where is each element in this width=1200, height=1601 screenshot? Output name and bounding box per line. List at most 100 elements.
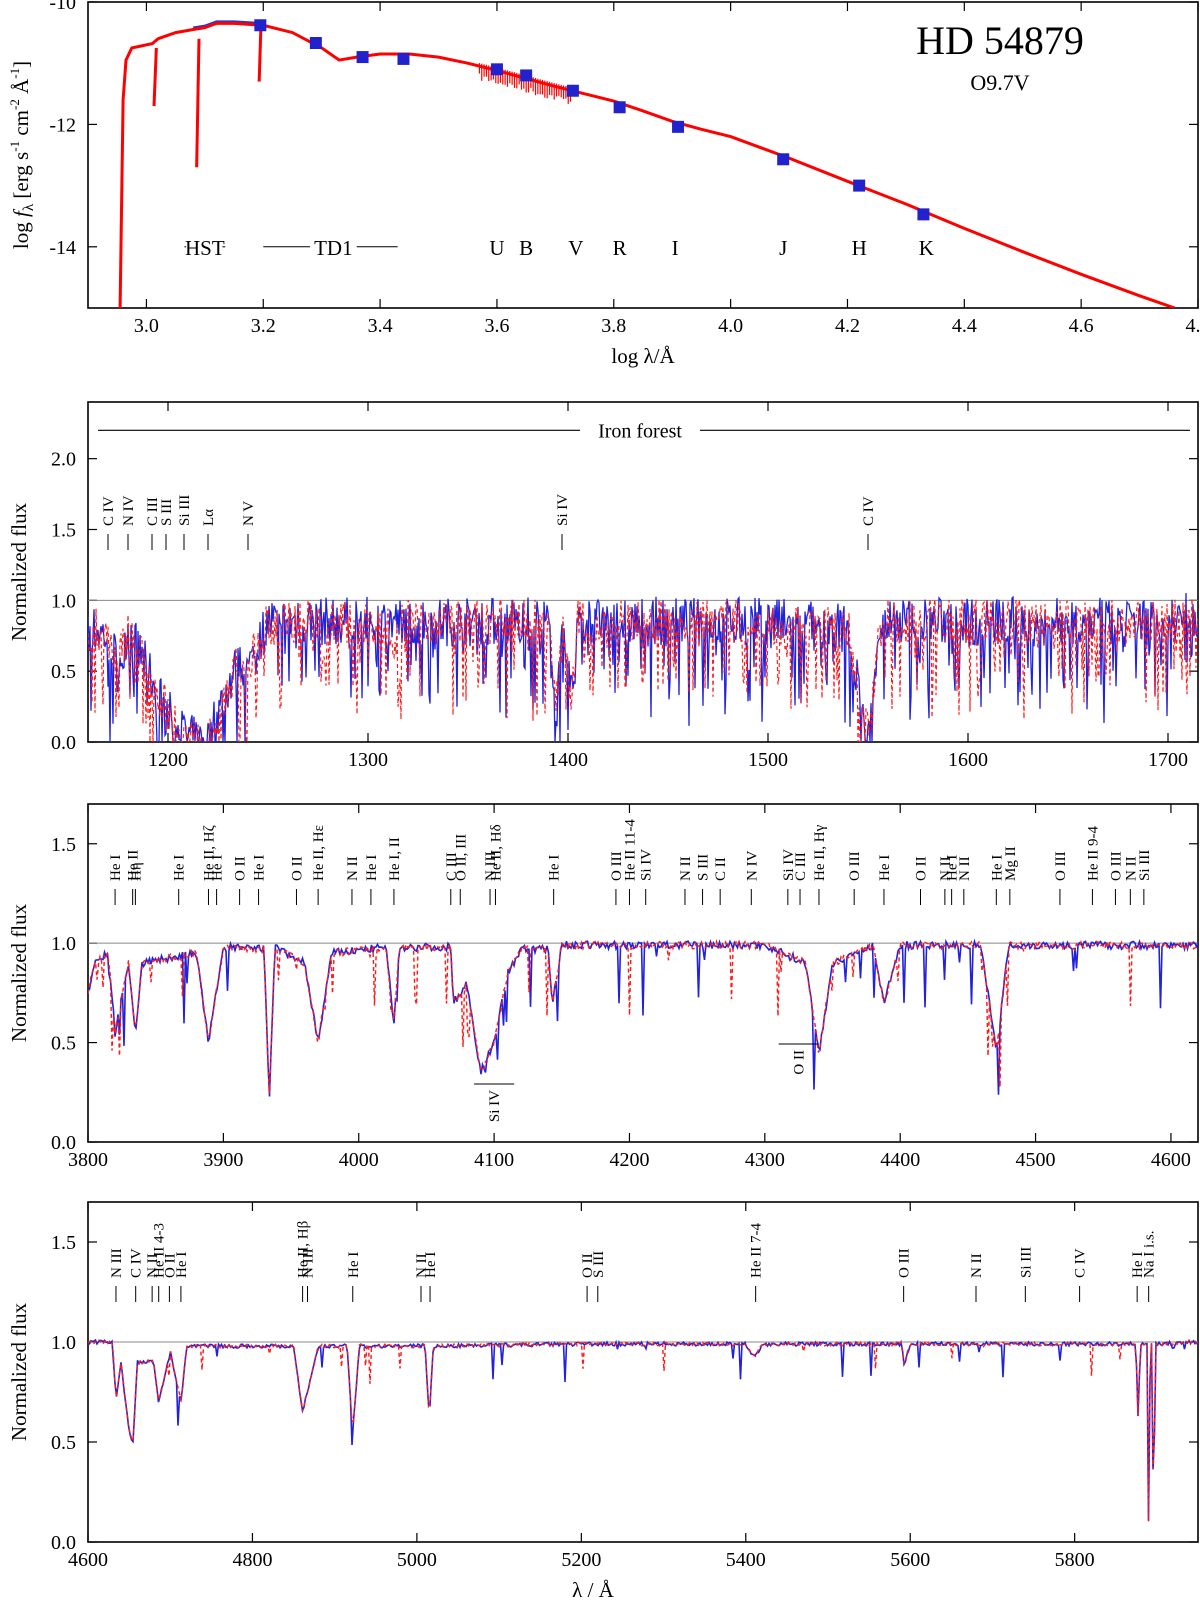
blue-line-label: He II, Hζ bbox=[201, 825, 217, 881]
uv-line-label: S III bbox=[159, 499, 175, 526]
uv-line-id: S III bbox=[159, 499, 175, 550]
red-line-id: C IV bbox=[129, 1248, 145, 1302]
blue-line-label: N II bbox=[678, 856, 694, 881]
sed-xtick-label: 4.0 bbox=[718, 315, 743, 337]
uv-line-label: C III bbox=[145, 497, 161, 526]
red-line-label: N II bbox=[969, 1253, 985, 1278]
blue-ytick-label: 0.0 bbox=[51, 1132, 76, 1154]
uv-line-id: Si III bbox=[177, 495, 193, 550]
sed-band-label: K bbox=[919, 236, 934, 260]
blue-xtick-label: 4100 bbox=[474, 1149, 514, 1171]
red-xtick-label: 5200 bbox=[561, 1549, 601, 1571]
uv-y-axis-label: Normalized flux bbox=[7, 502, 31, 641]
uv-line-label: Si III bbox=[177, 495, 193, 526]
chart-title: HD 54879 bbox=[916, 18, 1084, 63]
uv-ytick-label: 2.0 bbox=[51, 449, 76, 471]
sed-band-label: H bbox=[852, 236, 867, 260]
sed-xtick-label: 4.8 bbox=[1186, 315, 1200, 337]
blue-line-id: O III bbox=[847, 851, 863, 905]
blue-line-label: O III bbox=[1108, 851, 1124, 881]
sed-band-label: I bbox=[672, 236, 679, 260]
sed-photometry-point bbox=[356, 51, 369, 64]
blue-model-spectrum bbox=[88, 938, 1198, 1094]
blue-line-label: He II, Hε bbox=[311, 825, 327, 881]
uv-xtick-label: 1600 bbox=[948, 749, 988, 771]
red-line-label: He I bbox=[423, 1252, 439, 1278]
red-line-id: O III bbox=[897, 1248, 913, 1302]
blue-line-label: He I bbox=[945, 855, 961, 881]
blue-xtick-label: 3900 bbox=[203, 1149, 243, 1171]
uv-ytick-label: 0.0 bbox=[51, 732, 76, 754]
blue-y-axis-label: Normalized flux bbox=[7, 903, 31, 1042]
blue-line-label: C III bbox=[444, 852, 460, 881]
red-line-id: N II bbox=[145, 1253, 161, 1302]
red-line-label: O III bbox=[897, 1248, 913, 1278]
iron-forest-label: Iron forest bbox=[598, 420, 682, 442]
red-line-id: He II 4-3 bbox=[152, 1223, 168, 1302]
blue-line-id: O II, III bbox=[453, 834, 469, 905]
red-xtick-label: 4800 bbox=[232, 1549, 272, 1571]
sed-xtick-label: 3.8 bbox=[601, 315, 626, 337]
uv-observed-spectrum bbox=[88, 592, 1198, 742]
sed-absorption-line bbox=[152, 47, 158, 107]
blue-line-id: N II bbox=[938, 856, 954, 905]
blue-line-id: Si IV bbox=[639, 849, 655, 905]
uv-ytick-label: 0.5 bbox=[51, 661, 76, 683]
uv-line-label: C IV bbox=[861, 496, 877, 526]
uv-ytick-label: 1.5 bbox=[51, 520, 76, 542]
red-frame bbox=[87, 1201, 1199, 1543]
blue-line-label: N IV bbox=[744, 850, 760, 881]
red-line-id: Na I i.s. bbox=[1142, 1231, 1158, 1302]
sed-band-label: U bbox=[489, 236, 504, 260]
uv-model-spectrum bbox=[88, 598, 1198, 742]
blue-axes: 3800 3900 4000 4100 4200 4300 4400 4500 4600 0.0 0… bbox=[51, 803, 1199, 1171]
blue-line-id: N II bbox=[1123, 856, 1139, 905]
blue-line-label: He I bbox=[172, 855, 188, 881]
blue-line-label: He I bbox=[108, 855, 124, 881]
blue-line-label: O II bbox=[233, 856, 249, 881]
uv-line-id: N IV bbox=[121, 495, 137, 550]
sed-photometry-point bbox=[613, 101, 626, 114]
sed-xtick-label: 4.2 bbox=[835, 315, 860, 337]
blue-line-label: He I bbox=[877, 855, 893, 881]
red-xtick-label: 4600 bbox=[68, 1549, 108, 1571]
blue-line-label: O III bbox=[847, 851, 863, 881]
red-ytick-label: 0.5 bbox=[51, 1432, 76, 1454]
blue-line-label-below: O II bbox=[792, 1050, 808, 1075]
blue-line-label: He II, Hδ bbox=[488, 824, 504, 881]
red-line-id: He I bbox=[346, 1252, 362, 1302]
red-line-id: Si III bbox=[1018, 1247, 1034, 1302]
sed-photometry-point bbox=[520, 69, 533, 82]
sed-photometry-point bbox=[672, 120, 685, 133]
red-line-label: Si III bbox=[1018, 1247, 1034, 1278]
red-line-label: N II bbox=[414, 1253, 430, 1278]
sed-photometry-point bbox=[254, 19, 267, 32]
red-line-id: N III bbox=[301, 1248, 317, 1302]
sed-y-label-part: cm bbox=[9, 110, 33, 141]
blue-line-label: He II, Hγ bbox=[812, 824, 828, 881]
blue-line-label: N II bbox=[938, 856, 954, 881]
sed-xtick-label: 3.0 bbox=[134, 315, 159, 337]
blue-xtick-label: 4200 bbox=[609, 1149, 649, 1171]
sed-observed-line bbox=[193, 20, 264, 29]
blue-xtick-label: 4300 bbox=[745, 1149, 785, 1171]
blue-line-id: N II bbox=[678, 856, 694, 905]
sed-y-label-part: [erg s bbox=[9, 152, 33, 204]
red-line-label: Na I i.s. bbox=[1142, 1231, 1158, 1279]
blue-line-id: He I bbox=[210, 855, 226, 905]
sed-photometry-point bbox=[853, 179, 866, 192]
blue-line-label: He II 9-4 bbox=[1085, 826, 1101, 881]
sed-xtick-label: 3.6 bbox=[484, 315, 509, 337]
sed-y-label-part: λ bbox=[21, 203, 37, 211]
blue-line-label: He I, II bbox=[387, 837, 403, 881]
blue-line-label: O III bbox=[609, 851, 625, 881]
red-y-axis-label: Normalized flux bbox=[7, 1302, 31, 1441]
sed-photometry-point bbox=[777, 153, 790, 166]
red-line-label: He II 7-4 bbox=[749, 1223, 765, 1278]
blue-line-label: O II bbox=[914, 856, 930, 881]
blue-line-id: C II bbox=[713, 857, 729, 905]
red-line-id: S III bbox=[591, 1251, 607, 1302]
blue-xtick-label: 4400 bbox=[880, 1149, 920, 1171]
blue-line-id: N IV bbox=[744, 850, 760, 905]
